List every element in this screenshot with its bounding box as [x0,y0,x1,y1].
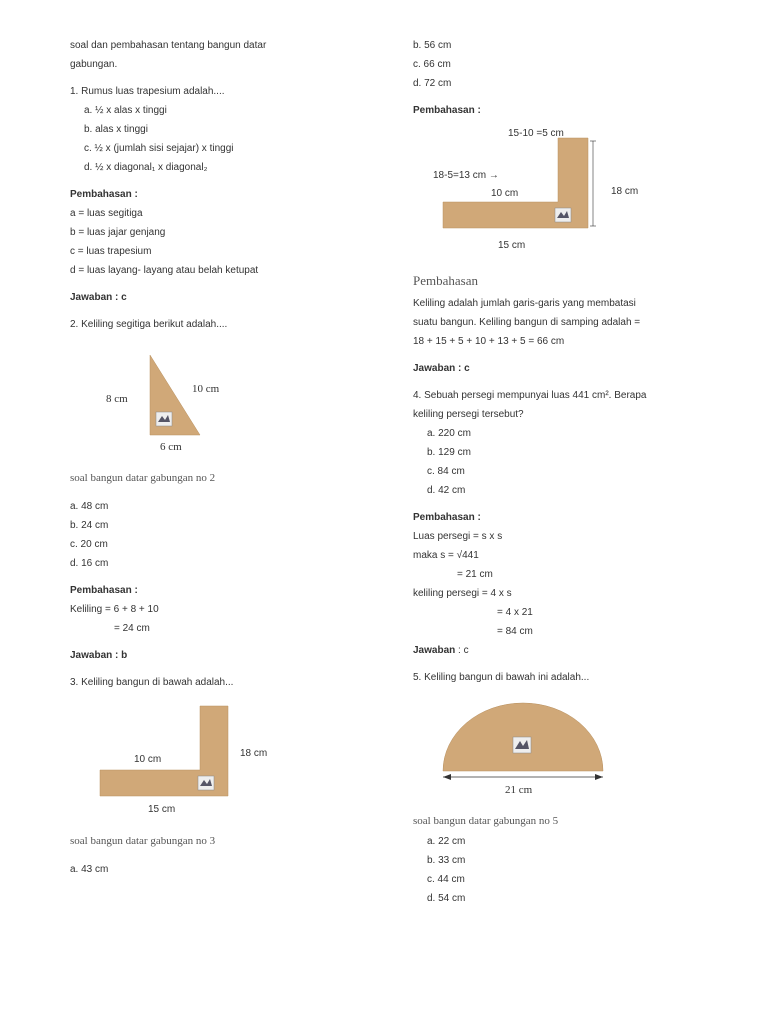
q2: 2. Keliling segitiga berikut adalah.... [70,315,377,334]
p1-a: a = luas segitiga [70,204,377,223]
q5-opt-c: c. 44 cm [413,870,720,889]
p4-e: = 4 x 21 [413,603,720,622]
q1-opt-b: b. alas x tinggi [70,120,377,139]
q5-opt-b: b. 33 cm [413,851,720,870]
jawaban-3: Jawaban : c [413,359,720,378]
caption-3: soal bangun datar gabungan no 3 [70,831,377,852]
jawaban-2: Jawaban : b [70,646,377,665]
q1-opt-c: c. ½ x (jumlah sisi sejajar) x tinggi [70,139,377,158]
watermark-icon [156,412,172,426]
intro-line-1: soal dan pembahasan tentang bangun datar [70,36,377,55]
semi-label-21: 21 cm [505,784,533,796]
p1-d: d = luas layang- layang atau belah ketup… [70,261,377,280]
p4-a: Luas persegi = s x s [413,527,720,546]
q2-opt-a: a. 48 cm [70,497,377,516]
jawaban-4-label: Jawaban [413,645,455,656]
p4-f: = 84 cm [413,622,720,641]
pembahasan-3: Pembahasan : [413,101,720,120]
p1-c: c = luas trapesium [70,242,377,261]
q2-opt-b: b. 24 cm [70,516,377,535]
q2-opt-c: c. 20 cm [70,535,377,554]
semicircle-svg: 21 cm [413,693,643,798]
l2-top: 15-10 =5 cm [508,128,564,139]
watermark-icon [198,776,214,790]
l-label-10: 10 cm [134,754,161,765]
intro-line-2: gabungan. [70,55,377,74]
p4-b: maka s = √441 [413,546,720,565]
p2-line1: Keliling = 6 + 8 + 10 [70,600,377,619]
tri-label-6: 6 cm [160,441,182,453]
p4-d: keliling persegi = 4 x s [413,584,720,603]
right-column: b. 56 cm c. 66 cm d. 72 cm Pembahasan : … [413,36,720,908]
pemb-line1: Keliling adalah jumlah garis-garis yang … [413,294,720,313]
q4-opt-d: d. 42 cm [413,481,720,500]
caption-5: soal bangun datar gabungan no 5 [413,811,720,832]
q3-opt-b: b. 56 cm [413,36,720,55]
l2-18: 18 cm [611,186,638,197]
l2-15: 15 cm [498,240,525,251]
caption-2: soal bangun datar gabungan no 2 [70,468,377,489]
p1-b: b = luas jajar genjang [70,223,377,242]
q1-opt-d: d. ½ x diagonal₁ x diagonal₂ [70,158,377,177]
watermark-icon [513,737,531,753]
l-label-18: 18 cm [240,748,267,759]
q1: 1. Rumus luas trapesium adalah.... [70,82,377,101]
q4-opt-c: c. 84 cm [413,462,720,481]
q3-opt-d: d. 72 cm [413,74,720,93]
left-column: soal dan pembahasan tentang bangun datar… [70,36,377,908]
pemb-line2: suatu bangun. Keliling bangun di samping… [413,313,720,332]
q3-opt-a: a. 43 cm [70,860,377,879]
semicircle-figure: 21 cm [413,693,720,805]
lshape-svg: 10 cm 18 cm 15 cm [70,698,300,818]
q5-opt-a: a. 22 cm [413,832,720,851]
lshape-ann-figure: 15-10 =5 cm 18-5=13 cm → 10 cm 18 cm 15 … [413,126,720,263]
q3-opt-c: c. 66 cm [413,55,720,74]
tri-label-10: 10 cm [192,383,220,395]
q4-opt-b: b. 129 cm [413,443,720,462]
q4-line1: 4. Sebuah persegi mempunyai luas 441 cm²… [413,386,720,405]
lshape-figure: 10 cm 18 cm 15 cm [70,698,377,825]
document-page: soal dan pembahasan tentang bangun datar… [0,0,768,948]
q1-opt-a: a. ½ x alas x tinggi [70,101,377,120]
p4-c: = 21 cm [413,565,720,584]
pembahasan-1: Pembahasan : [70,185,377,204]
triangle-svg: 8 cm 10 cm 6 cm [70,340,270,455]
q2-opt-d: d. 16 cm [70,554,377,573]
l-label-15: 15 cm [148,804,175,815]
q5-opt-d: d. 54 cm [413,889,720,908]
l2-left: 18-5=13 cm → [433,170,499,181]
q4-opt-a: a. 220 cm [413,424,720,443]
q3: 3. Keliling bangun di bawah adalah... [70,673,377,692]
q5: 5. Keliling bangun di bawah ini adalah..… [413,668,720,687]
pembahasan-2: Pembahasan : [70,581,377,600]
pemb-line3: 18 + 15 + 5 + 10 + 13 + 5 = 66 cm [413,332,720,351]
jawaban-4-val: : c [458,645,469,656]
p2-line2: = 24 cm [70,619,377,638]
lshape-ann-svg: 15-10 =5 cm 18-5=13 cm → 10 cm 18 cm 15 … [413,126,683,256]
q4-line2: keliling persegi tersebut? [413,405,720,424]
tri-label-8: 8 cm [106,393,128,405]
pembahasan-4: Pembahasan : [413,508,720,527]
watermark-icon [555,208,571,222]
triangle-figure: 8 cm 10 cm 6 cm [70,340,377,462]
pembahasan-title: Pembahasan [413,269,720,294]
jawaban-1: Jawaban : c [70,288,377,307]
l2-10: 10 cm [491,188,518,199]
